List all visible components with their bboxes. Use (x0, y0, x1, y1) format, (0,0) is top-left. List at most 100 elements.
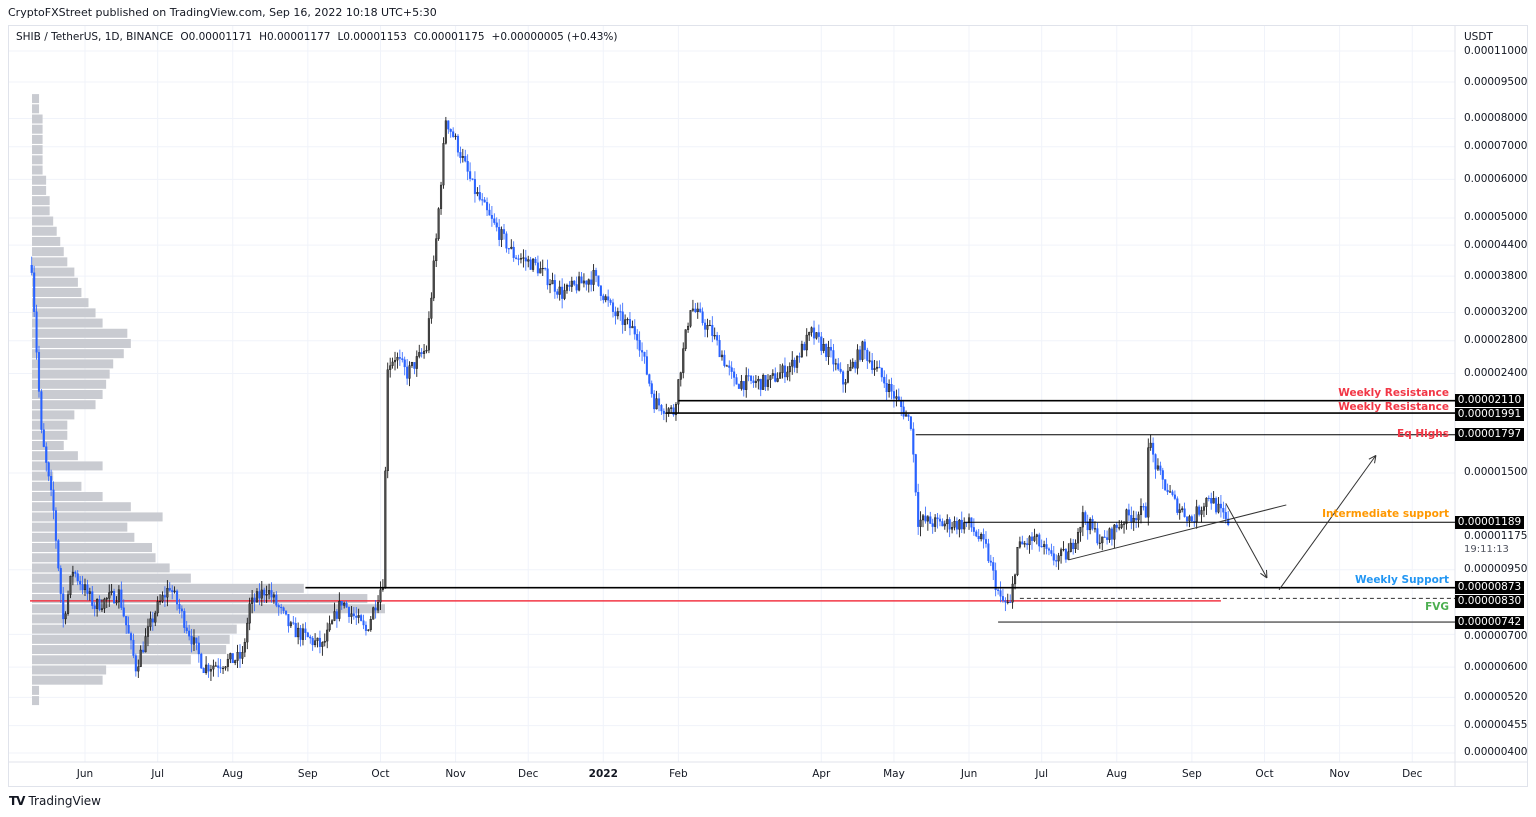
candle-body (670, 407, 673, 409)
candle-body (921, 515, 925, 521)
candle-body (408, 365, 411, 379)
volume-profile-bar (32, 573, 191, 583)
time-tick: Aug (1106, 768, 1128, 780)
candle-body (825, 344, 828, 358)
candle-body (418, 352, 421, 357)
time-tick: Dec (1402, 768, 1423, 780)
volume-profile-bar (32, 236, 61, 246)
candle-body (1076, 532, 1080, 544)
candle-body (146, 626, 150, 637)
candle-body (694, 308, 697, 313)
candle-body (142, 649, 145, 653)
volume-profile-bar (32, 287, 82, 297)
candle-body (582, 280, 585, 284)
candle-body (803, 343, 806, 351)
candle-body (878, 366, 881, 369)
symbol-name[interactable]: SHIB / TetherUS, 1D, BINANCE (16, 31, 174, 43)
candle-body (219, 667, 222, 669)
volume-profile-bar (32, 420, 68, 430)
candle-body (71, 571, 74, 577)
candle-body (997, 589, 1000, 591)
price-tick: 0.00000600 (1464, 660, 1528, 673)
candle-body (1004, 600, 1007, 603)
candle-body (391, 361, 394, 366)
candle-body (280, 606, 283, 609)
candle-body (362, 620, 365, 626)
candle-body (914, 454, 917, 493)
candle-body (74, 571, 77, 574)
candle-body (565, 284, 569, 291)
candle-body (936, 517, 939, 520)
candle-body (626, 319, 629, 321)
candle-body (435, 238, 438, 262)
level-price-tag: 0.00001991 (1455, 408, 1524, 422)
candle-body (1149, 442, 1152, 448)
candle-body (410, 362, 414, 366)
candle-body (684, 329, 687, 349)
volume-profile-bar (32, 696, 40, 706)
candle-body (883, 376, 886, 384)
candle-body (512, 246, 515, 258)
candle-body (892, 391, 895, 399)
candle-body (333, 611, 336, 621)
candle-body (585, 280, 588, 285)
candle-body (725, 365, 728, 367)
candle-body (716, 335, 719, 341)
candle-body (1173, 494, 1176, 499)
candle-body (1064, 549, 1067, 560)
candle-body (994, 570, 997, 591)
volume-profile-bar (32, 379, 107, 389)
candle-body (224, 666, 227, 669)
candle-body (943, 523, 946, 527)
candle-body (779, 372, 782, 379)
candle-body (248, 603, 251, 624)
candle-body (602, 295, 605, 301)
ohlc-close: C0.00001175 (413, 31, 485, 43)
volume-profile-bar (32, 665, 107, 675)
candle-body (57, 540, 60, 569)
candle-body (1183, 508, 1186, 517)
candle-body (1093, 528, 1097, 530)
candle-body (851, 361, 854, 368)
candle-body (578, 276, 581, 291)
volume-profile-bar (32, 206, 50, 216)
candle-body (798, 356, 801, 358)
candle-body (1040, 546, 1043, 548)
candle-body (832, 350, 835, 365)
candle-body (384, 470, 387, 589)
candle-body (1035, 534, 1038, 537)
candle-body (86, 584, 89, 594)
candle-body (728, 365, 731, 368)
candle-body (800, 343, 803, 357)
price-tick: 0.00003800 (1464, 269, 1528, 282)
price-tick: 0.00002800 (1464, 334, 1528, 347)
candle-body (808, 332, 811, 336)
candle-body (844, 382, 847, 385)
volume-profile-bar (32, 318, 103, 328)
candle-body (490, 214, 493, 219)
candle-body (284, 610, 288, 615)
candle-body (873, 368, 876, 370)
candle-body (163, 595, 166, 598)
candle-body (144, 636, 147, 653)
candle-body (398, 357, 401, 359)
candle-body (270, 590, 273, 598)
candle-body (624, 319, 627, 325)
candle-body (657, 398, 661, 406)
candle-body (437, 208, 440, 239)
candle-body (64, 613, 67, 620)
candle-body (580, 276, 583, 284)
candle-body (989, 560, 992, 563)
footer-logo[interactable]: TV TradingView (9, 794, 101, 808)
candle-body (1212, 498, 1215, 504)
candle-body (701, 311, 704, 324)
candle-body (1142, 506, 1145, 508)
candle-body (1222, 507, 1225, 513)
volume-profile-bar (32, 104, 40, 114)
candle-body (178, 603, 181, 609)
candle-body (287, 614, 290, 627)
candle-body (241, 652, 244, 659)
candle-body (519, 258, 523, 260)
candle-body (510, 246, 513, 249)
